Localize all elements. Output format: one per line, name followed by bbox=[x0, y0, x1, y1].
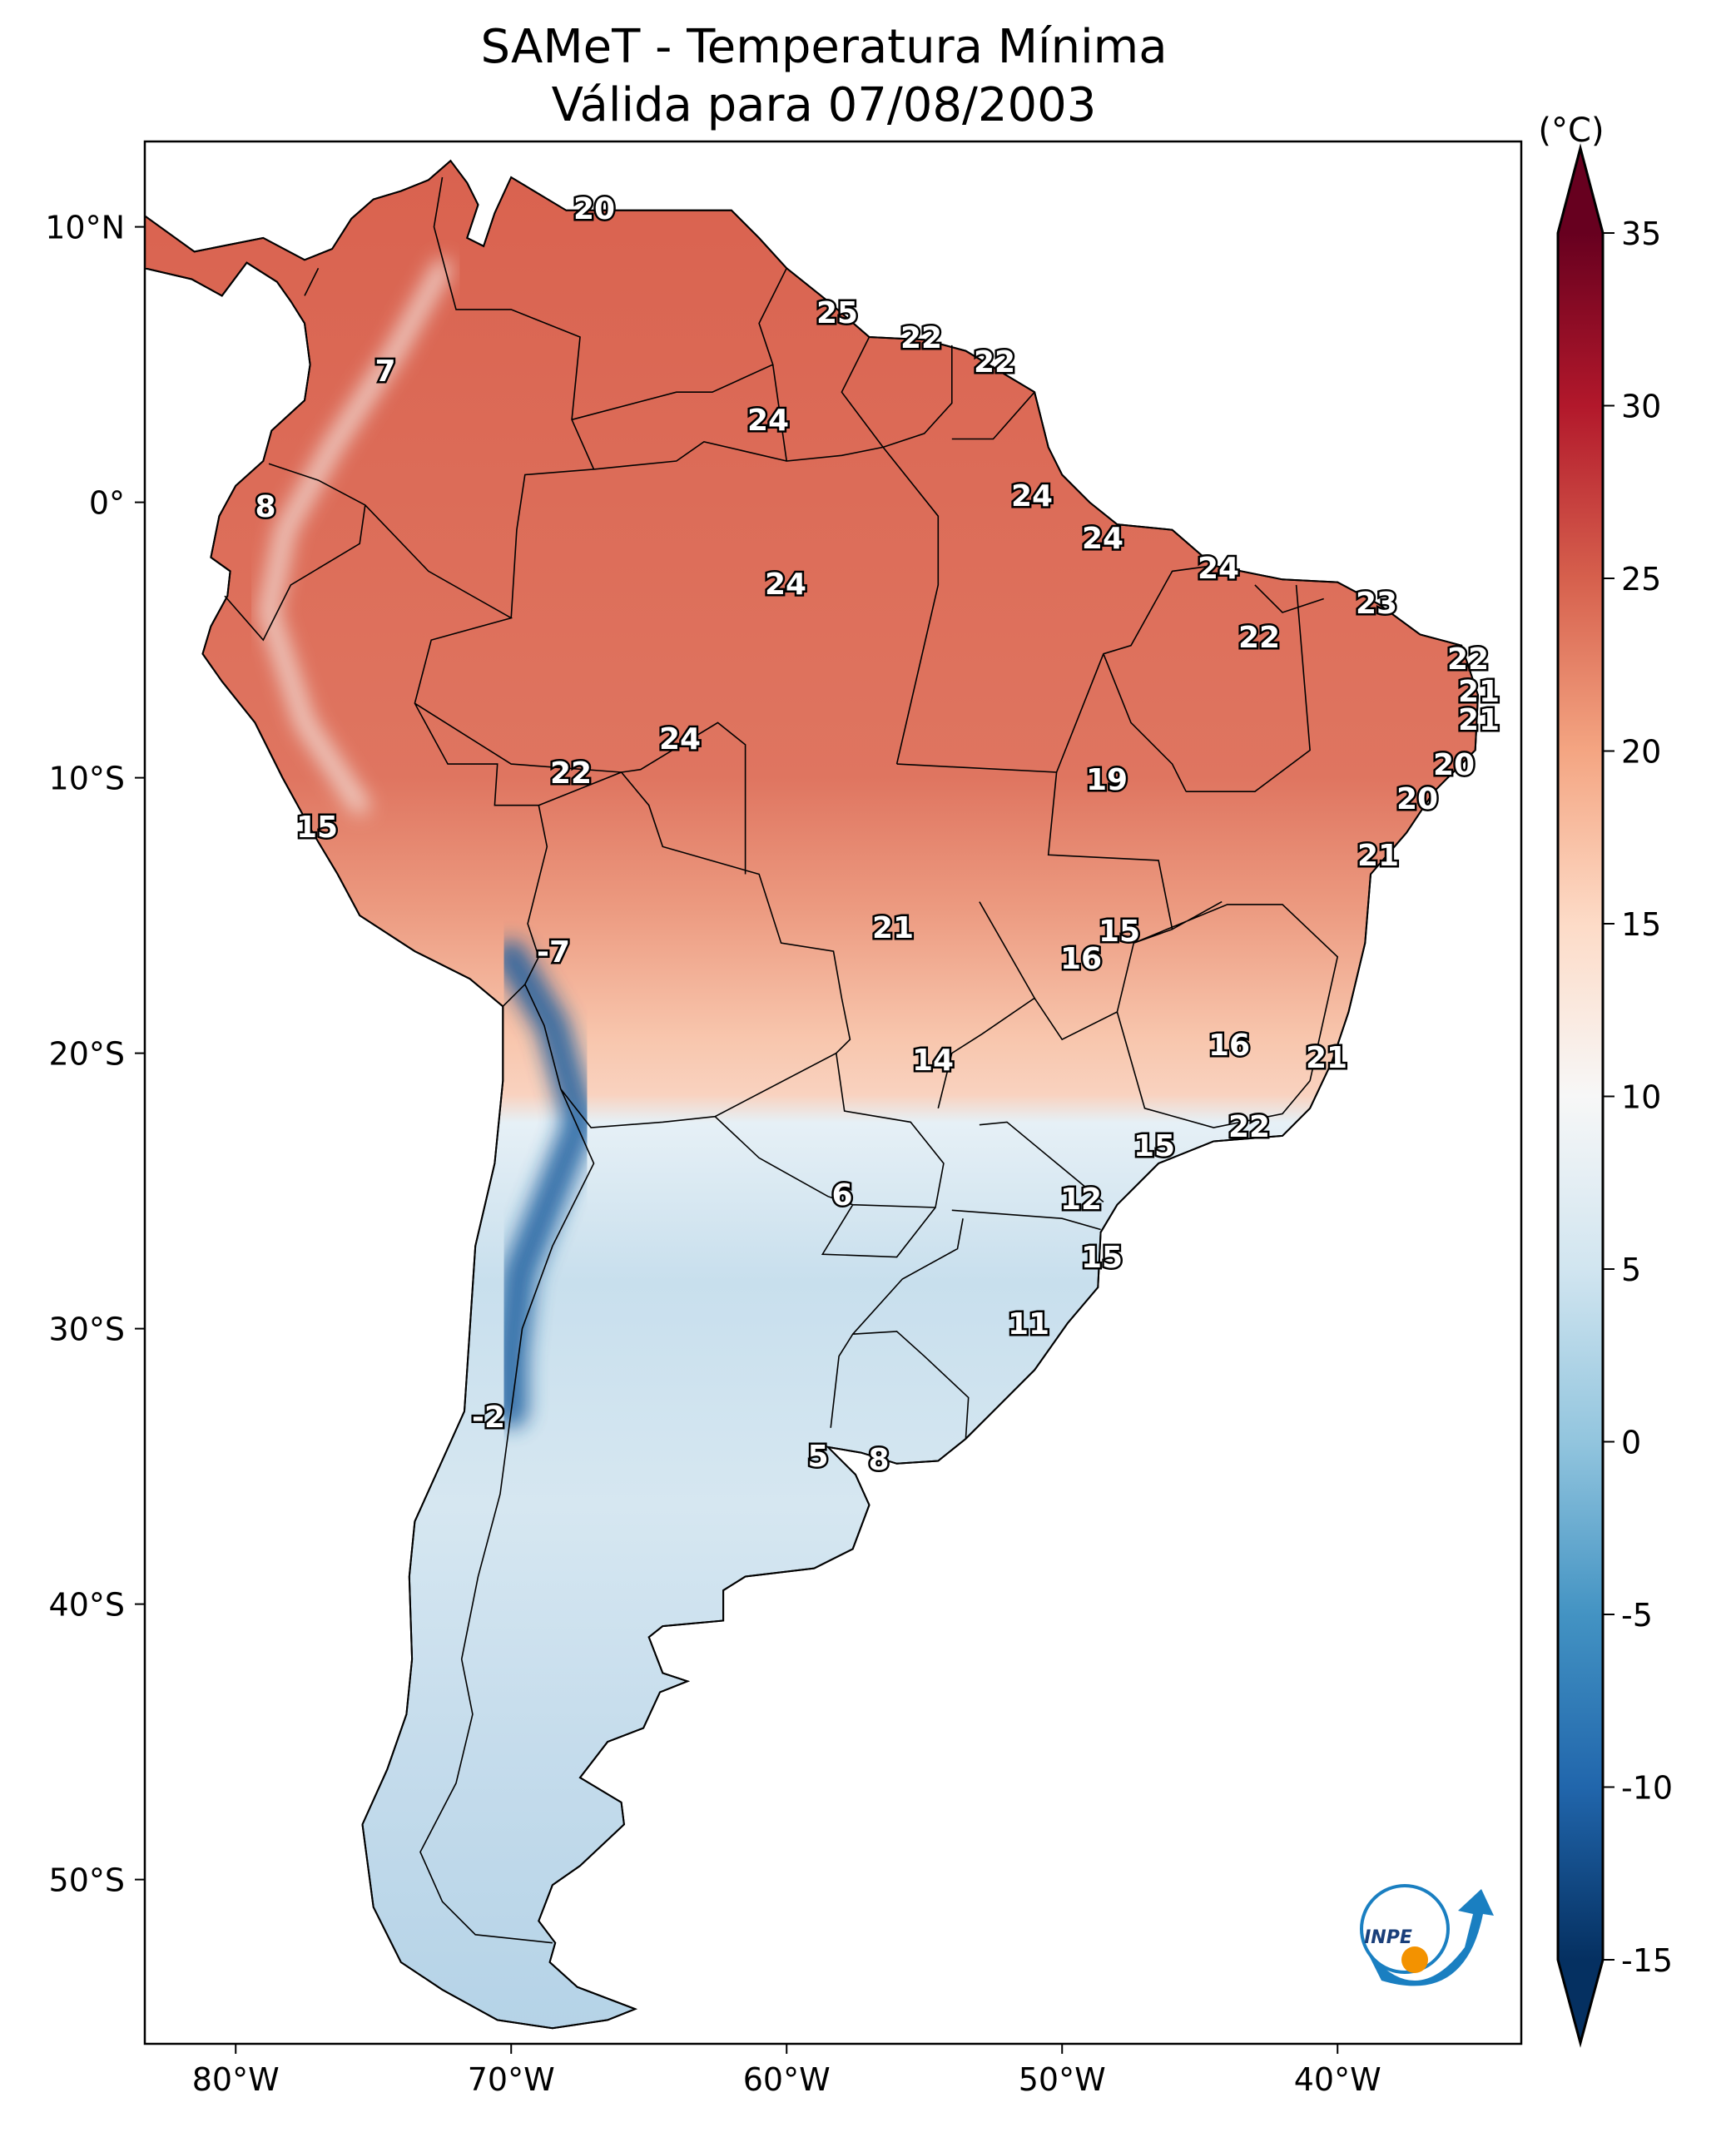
lat-tick-label: 10°S bbox=[49, 761, 125, 797]
title-line-2: Válida para 07/08/2003 bbox=[552, 78, 1097, 132]
station-temperature-label: 22 bbox=[1447, 642, 1489, 677]
coastline bbox=[145, 159, 1480, 2030]
lat-tick-label: 30°S bbox=[49, 1312, 125, 1348]
station-temperature-label: 25 bbox=[816, 296, 858, 330]
station-temperature-label: 21 bbox=[1458, 675, 1500, 709]
station-temperature-label: 20 bbox=[573, 192, 615, 226]
station-temperature-label: 21 bbox=[1357, 839, 1399, 873]
station-temperature-label: 11 bbox=[1008, 1307, 1049, 1341]
longitude-ticks: 80°W 70°W 60°W 50°W 40°W bbox=[192, 2044, 1381, 2098]
station-temperature-label: 22 bbox=[974, 345, 1015, 379]
station-temperature-label: 22 bbox=[1238, 621, 1280, 655]
station-temperature-label: 15 bbox=[296, 811, 338, 845]
colorbar-tick-label: 25 bbox=[1621, 561, 1661, 598]
station-temperature-label: 24 bbox=[1082, 522, 1123, 556]
andes-cold-band bbox=[494, 940, 597, 1428]
logo-sun bbox=[1401, 1946, 1428, 1973]
lon-tick-label: 60°W bbox=[743, 2061, 831, 2098]
station-temperature-label: 6 bbox=[831, 1178, 852, 1212]
station-temperature-label: 8 bbox=[868, 1443, 889, 1477]
lat-tick-label: 50°S bbox=[49, 1862, 125, 1899]
colorbar-tick-label: 35 bbox=[1621, 216, 1661, 252]
station-temperature-label: 5 bbox=[807, 1440, 828, 1474]
station-temperature-label: -2 bbox=[472, 1401, 505, 1435]
colorbar-tick-label: 0 bbox=[1621, 1425, 1641, 1461]
station-temperature-label: 15 bbox=[1099, 915, 1140, 949]
andes-north-band bbox=[259, 259, 452, 815]
colorbar-tick-label: 10 bbox=[1621, 1079, 1661, 1116]
colorbar-tick-label: 5 bbox=[1621, 1252, 1641, 1288]
lat-tick-label: 0° bbox=[89, 485, 125, 522]
station-temperature-label: 21 bbox=[1306, 1041, 1347, 1075]
lon-tick-label: 70°W bbox=[468, 2061, 555, 2098]
station-temperature-label: 20 bbox=[1396, 782, 1438, 816]
station-temperature-label: 7 bbox=[374, 355, 395, 389]
lon-tick-label: 40°W bbox=[1294, 2061, 1381, 2098]
station-temperature-label: 22 bbox=[550, 756, 592, 791]
lat-tick-label: 10°N bbox=[45, 210, 125, 246]
country-borders bbox=[224, 176, 1339, 1944]
logo-text: INPE bbox=[1364, 1927, 1412, 1948]
station-temperature-label: 8 bbox=[255, 490, 275, 524]
station-temperature-label: 24 bbox=[1011, 479, 1053, 513]
title-line-1: SAMeT - Temperatura Mínima bbox=[480, 20, 1167, 74]
station-temperature-label: 23 bbox=[1356, 587, 1397, 621]
colorbar-tick-label: 15 bbox=[1621, 906, 1661, 943]
logo-ring bbox=[1360, 1884, 1450, 1974]
station-temperature-label: 21 bbox=[872, 911, 914, 945]
colorbar: (°C) 35 30 25 20 15 10 5 0 -5 -10 -15 bbox=[1538, 112, 1673, 2048]
inpe-logo: INPE bbox=[1360, 1884, 1494, 1986]
colorbar-ticks: 35 30 25 20 15 10 5 0 -5 -10 -15 bbox=[1603, 216, 1673, 1979]
station-temperature-label: 15 bbox=[1133, 1129, 1175, 1163]
latitude-ticks: 10°N 0° 10°S 20°S 30°S 40°S 50°S bbox=[45, 210, 145, 1899]
lon-tick-label: 80°W bbox=[192, 2061, 280, 2098]
lat-tick-label: 20°S bbox=[49, 1036, 125, 1073]
colorbar-tick-label: -5 bbox=[1621, 1597, 1653, 1634]
colorbar-unit: (°C) bbox=[1538, 112, 1604, 150]
station-temperature-label: 24 bbox=[765, 568, 806, 602]
station-temperature-label: 22 bbox=[900, 321, 942, 355]
station-temperature-label: 22 bbox=[1228, 1110, 1270, 1144]
map-frame bbox=[143, 140, 1523, 2045]
logo-swoosh bbox=[1365, 1889, 1494, 1986]
colorbar-tick-label: 30 bbox=[1621, 389, 1661, 425]
station-temperature-label: 24 bbox=[747, 404, 789, 438]
station-temperature-label: 24 bbox=[659, 722, 701, 756]
lon-tick-label: 50°W bbox=[1019, 2061, 1106, 2098]
station-temperature-label: 12 bbox=[1060, 1183, 1102, 1217]
lat-tick-label: 40°S bbox=[49, 1587, 125, 1624]
station-temperature-label: 14 bbox=[912, 1044, 954, 1078]
colorbar-scale bbox=[1556, 143, 1605, 2048]
colorbar-tick-label: -10 bbox=[1621, 1770, 1673, 1807]
station-temperature-label: 16 bbox=[1060, 942, 1102, 976]
station-temperature-label: 15 bbox=[1081, 1241, 1123, 1275]
station-temperature-label: 20 bbox=[1433, 748, 1475, 782]
station-temperature-label: 21 bbox=[1458, 703, 1500, 737]
station-temperature-label: 24 bbox=[1198, 552, 1239, 586]
station-temperature-label: 16 bbox=[1208, 1029, 1250, 1063]
station-temperature-label: 19 bbox=[1086, 763, 1128, 797]
colorbar-tick-label: -15 bbox=[1621, 1942, 1673, 1979]
colorbar-tick-label: 20 bbox=[1621, 734, 1661, 771]
station-temperature-label: -7 bbox=[537, 935, 570, 969]
